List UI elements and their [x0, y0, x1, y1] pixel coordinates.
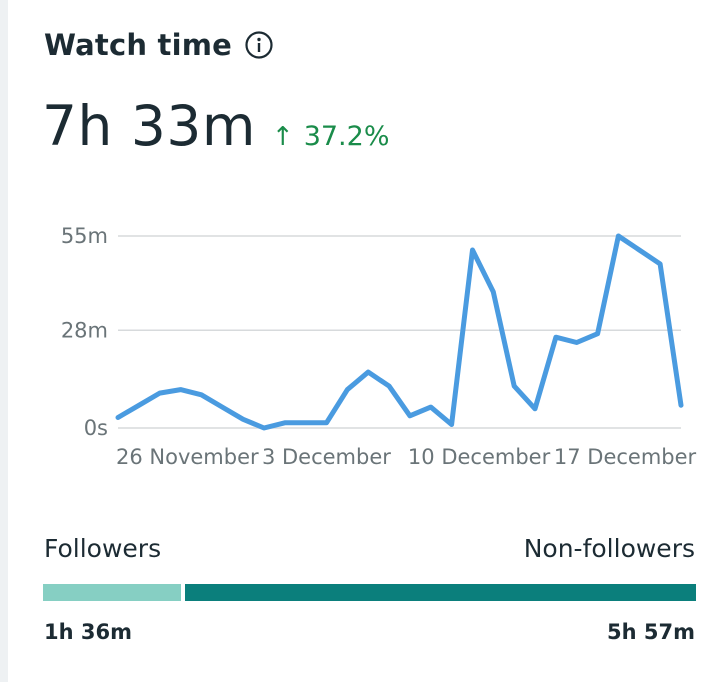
total-summary: 7h 33m ↑ 37.2% [42, 94, 389, 158]
change-indicator: ↑ 37.2% [272, 121, 390, 152]
followers-bar [43, 584, 181, 601]
x-tick-label: 10 December [408, 445, 551, 469]
x-tick-label: 17 December [554, 445, 697, 469]
card-title: Watch time [44, 28, 233, 62]
card-header: Watch time [44, 28, 274, 62]
nonfollowers-bar [185, 584, 696, 601]
x-tick-label: 3 December [262, 445, 391, 469]
followers-label: Followers [44, 534, 162, 563]
info-icon[interactable] [244, 30, 274, 60]
arrow-up-icon: ↑ [271, 122, 294, 152]
followers-value: 1h 36m [44, 620, 132, 644]
nonfollowers-label: Non-followers [523, 534, 695, 563]
x-tick-label: 26 November [116, 445, 259, 469]
change-percent: 37.2% [303, 121, 390, 152]
nonfollowers-value: 5h 57m [607, 620, 695, 644]
panel-edge [0, 0, 8, 682]
series-line-0 [115, 233, 684, 431]
y-tick-label: 28m [61, 318, 108, 342]
watch-time-chart: 0s 28m 55m 26 November 3 December 10 December… [61, 224, 697, 469]
total-watch-time: 7h 33m [42, 94, 256, 158]
y-tick-label: 0s [84, 416, 108, 440]
y-tick-label: 55m [61, 224, 108, 248]
